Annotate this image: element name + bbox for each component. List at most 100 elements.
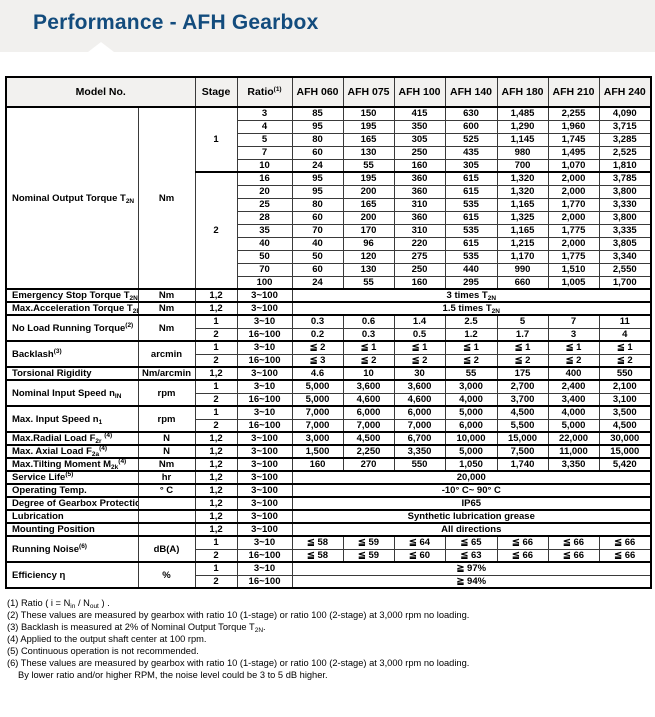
spec-label-cell: Nominal Input Speed nIN: [5, 379, 139, 407]
value-cell: 2,250: [342, 444, 395, 459]
value-cell: ≦ 59: [342, 535, 395, 550]
value-cell: 3,715: [598, 119, 652, 134]
value-cell: 160: [393, 275, 446, 290]
value-cell: 615: [444, 171, 498, 186]
value-cell: 60: [291, 210, 344, 225]
value-cell: 7: [547, 314, 600, 329]
footnote-line-7: By lower ratio and/or higher RPM, the no…: [18, 670, 328, 680]
value-cell: 0.2: [291, 327, 344, 342]
spec-row: Efficiency η% 1 3~10 ≧ 97%: [5, 561, 652, 589]
unit-cell: rpm: [137, 379, 196, 407]
spec-row: Max.Radial Load F2r (4) N 1,2 3~100 3,000 4,5…: [5, 431, 652, 446]
value-cell: 0.3: [342, 327, 395, 342]
value-cell: 435: [444, 145, 498, 160]
value-cell: 700: [496, 158, 549, 173]
value-cell: 440: [444, 262, 498, 277]
value-cell: 295: [444, 275, 498, 290]
value-cell: 60: [291, 262, 344, 277]
value-cell: ≦ 2: [547, 353, 600, 368]
value-cell: 96: [342, 236, 395, 251]
stage-cell: 2: [194, 574, 238, 589]
unit-cell: Nm: [137, 106, 196, 290]
unit-cell: N: [137, 444, 196, 459]
spec-label-cell: Service Life(5): [5, 470, 139, 485]
value-cell: 170: [342, 223, 395, 238]
value-cell: 3,350: [547, 457, 600, 472]
value-cell: 85: [291, 106, 344, 121]
unit-cell: [137, 496, 196, 511]
value-cell: 600: [444, 119, 498, 134]
value-cell: 80: [291, 197, 344, 212]
ratio-cell: 3~100: [236, 496, 293, 511]
value-cell: 50: [291, 249, 344, 264]
torque-row-ratio-4: 4 95 195 350 600 1,290 1,960 3,715: [6, 119, 652, 134]
spec-label-cell: Nominal Output Torque T2N: [5, 106, 139, 290]
value-cell: 95: [291, 119, 344, 134]
value-cell: 615: [444, 236, 498, 251]
ratio-cell: 16~100: [236, 548, 293, 563]
header-row: Model No. Stage Ratio(1) AFH 060 AFH 075 AFH …: [5, 76, 652, 108]
spec-table-container: Model No. Stage Ratio(1) AFH 060 AFH 075 AFH …: [5, 76, 655, 589]
value-cell: 1,325: [496, 210, 549, 225]
value-cell: 3,600: [393, 379, 446, 394]
ratio-cell: 3~10: [236, 561, 293, 576]
value-cell: ≦ 59: [342, 548, 395, 563]
ratio-cell: 3~100: [236, 470, 293, 485]
spec-row: 2 16~100 ≦ 58 ≦ 59 ≦ 60 ≦ 63 ≦ 66 ≦ 66 ≦ 66: [6, 548, 652, 563]
span-value-cell: All directions: [291, 522, 652, 537]
span-value-cell: -10° C~ 90° C: [291, 483, 652, 498]
value-cell: 2,400: [547, 379, 600, 394]
value-cell: 350: [393, 119, 446, 134]
unit-cell: N: [137, 431, 196, 446]
ratio-cell: 25: [236, 197, 293, 212]
ratio-cell: 3~10: [236, 405, 293, 420]
value-cell: 4,000: [444, 392, 498, 407]
value-cell: 1,775: [547, 223, 600, 238]
unit-cell: [137, 509, 196, 524]
ratio-cell: 16~100: [236, 392, 293, 407]
value-cell: 7,500: [496, 444, 549, 459]
value-cell: 4,500: [598, 418, 652, 433]
value-cell: 3,100: [598, 392, 652, 407]
span-value-cell: ≧ 97%: [291, 561, 652, 576]
value-cell: 660: [496, 275, 549, 290]
value-cell: 5: [496, 314, 549, 329]
value-cell: 5,500: [496, 418, 549, 433]
value-cell: 55: [342, 158, 395, 173]
stage-cell: 1,2: [194, 444, 238, 459]
value-cell: 0.5: [393, 327, 446, 342]
ratio-cell: 3~100: [236, 509, 293, 524]
value-cell: 1,145: [496, 132, 549, 147]
spec-label-cell: Mounting Position: [5, 522, 139, 537]
header-model-1: AFH 060: [291, 76, 344, 108]
stage-cell: 2: [194, 418, 238, 433]
span-value-cell: 3 times T2N: [291, 288, 652, 303]
value-cell: ≦ 2: [342, 353, 395, 368]
value-cell: 80: [291, 132, 344, 147]
stage-cell: 1: [194, 340, 238, 355]
torque-row-ratio-7: 7 60 130 250 435 980 1,495 2,525: [6, 145, 652, 160]
value-cell: ≦ 58: [291, 548, 344, 563]
value-cell: 24: [291, 158, 344, 173]
value-cell: 4,500: [342, 431, 395, 446]
stage-cell: 1,2: [194, 470, 238, 485]
spec-row: Max.Tilting Moment M2k(4) Nm 1,2 3~100 160 27…: [5, 457, 652, 472]
value-cell: 2,525: [598, 145, 652, 160]
value-cell: 2,000: [547, 184, 600, 199]
value-cell: 1,485: [496, 106, 549, 121]
spec-row: Service Life(5) hr 1,2 3~100 20,000: [5, 470, 652, 485]
value-cell: 3,600: [342, 379, 395, 394]
ratio-cell: 16~100: [236, 574, 293, 589]
value-cell: 980: [496, 145, 549, 160]
value-cell: 360: [393, 210, 446, 225]
footnote-line-5: (5) Continuous operation is not recommen…: [7, 646, 199, 656]
ratio-cell: 3~100: [236, 444, 293, 459]
value-cell: 3,330: [598, 197, 652, 212]
value-cell: 630: [444, 106, 498, 121]
value-cell: ≦ 1: [496, 340, 549, 355]
value-cell: 2,255: [547, 106, 600, 121]
ratio-cell: 10: [236, 158, 293, 173]
value-cell: 275: [393, 249, 446, 264]
value-cell: 535: [444, 249, 498, 264]
ratio-cell: 3~10: [236, 340, 293, 355]
